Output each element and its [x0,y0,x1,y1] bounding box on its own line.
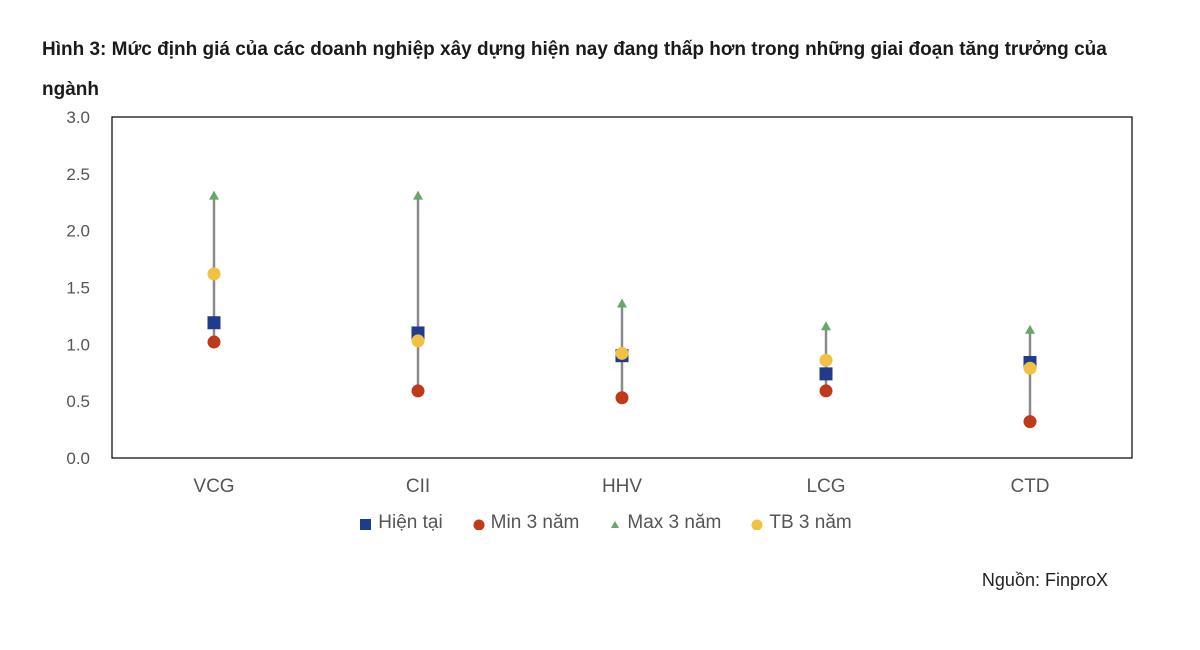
y-tick-label: 3.0 [66,108,90,127]
legend-item: Min 3 năm [471,512,580,534]
legend-item: Hiện tại [358,512,443,534]
legend-item: Max 3 năm [607,512,721,534]
x-tick-label: CII [406,476,430,497]
legend-marker [611,521,620,528]
y-tick-label: 1.5 [66,279,90,298]
y-axis-ticks: 0.0 0.5 1.0 1.5 2.0 2.5 3.0 [66,108,90,468]
chart-title: Hình 3: Mức định giá của các doanh nghiệ… [42,39,1107,100]
chart-legend: Hiện tại Min 3 năm Max 3 năm TB 3 năm [0,512,1200,534]
x-tick-label: HHV [602,476,642,497]
source-note: Nguồn: FinproX [981,570,1108,590]
point-tb-3-nam [411,334,425,348]
x-tick-label: CTD [1010,476,1049,497]
y-tick-label: 2.5 [66,165,90,184]
point-max-3-nam [617,298,627,308]
legend-label: TB 3 năm [769,512,852,533]
point-min-3-nam [411,384,425,398]
legend-marker [751,519,763,530]
point-max-3-nam [413,190,423,200]
x-tick-label: VCG [193,476,234,497]
point-tb-3-nam [1023,361,1037,375]
data-markers [207,190,1037,429]
y-tick-label: 0.0 [66,449,90,468]
legend-item: TB 3 năm [749,512,852,534]
x-tick-label: LCG [806,476,845,497]
point-max-3-nam [1025,324,1035,334]
point-min-3-nam [1023,415,1037,429]
point-max-3-nam [209,190,219,200]
point-min-3-nam [207,335,221,349]
point-min-3-nam [615,391,629,405]
legend-marker [473,519,485,530]
legend-label: Hiện tại [378,512,443,533]
y-tick-label: 1.0 [66,335,90,354]
x-axis-ticks: VCG CII HHV LCG CTD [193,476,1049,497]
legend-marker [360,519,372,530]
point-min-3-nam [819,384,833,398]
point-tb-3-nam [207,267,221,281]
legend-label: Min 3 năm [490,512,580,533]
point-hien-tai [207,316,221,330]
point-tb-3-nam [615,346,629,360]
legend-label: Max 3 năm [627,512,722,533]
y-tick-label: 2.0 [66,222,90,241]
point-tb-3-nam [819,353,833,367]
y-tick-label: 0.5 [66,392,90,411]
point-hien-tai [819,367,833,381]
plot-frame [111,116,1133,459]
point-max-3-nam [821,321,831,331]
range-lines [212,196,1032,422]
